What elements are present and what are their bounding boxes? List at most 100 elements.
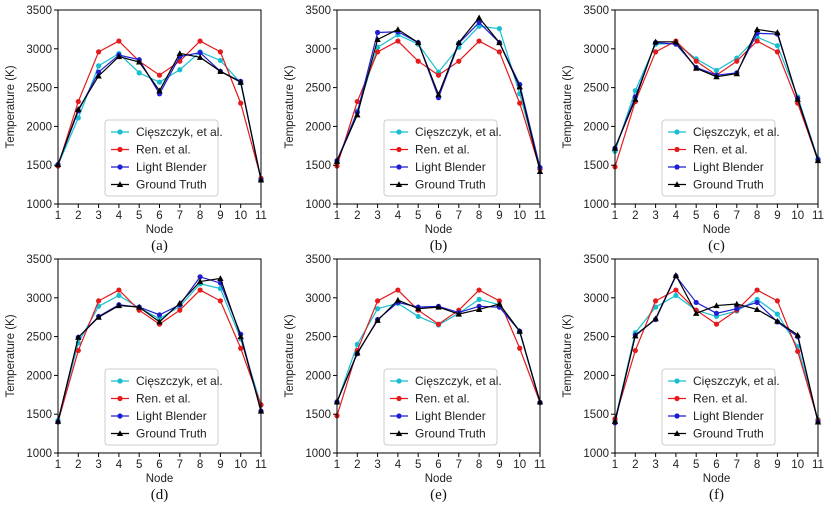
data-point xyxy=(394,296,402,303)
data-point xyxy=(733,70,740,77)
data-point xyxy=(632,96,639,102)
x-tick-label: 4 xyxy=(395,459,402,471)
data-point xyxy=(496,300,503,307)
legend-entry-label: Ren. et al. xyxy=(415,392,470,406)
data-point xyxy=(415,39,422,46)
x-tick-label: 11 xyxy=(534,459,546,471)
y-tick-label: 2000 xyxy=(583,121,609,133)
data-point xyxy=(693,310,700,316)
data-point xyxy=(713,310,720,316)
data-point xyxy=(713,321,720,327)
data-point xyxy=(517,345,523,351)
x-axis-label: Node xyxy=(425,473,453,485)
x-tick-label: 2 xyxy=(632,210,638,222)
data-point xyxy=(455,310,462,317)
x-tick-label: 3 xyxy=(374,210,380,222)
data-point xyxy=(496,49,502,55)
data-point xyxy=(693,299,699,306)
x-tick-label: 1 xyxy=(334,459,340,471)
x-tick-label: 7 xyxy=(456,459,462,471)
data-point xyxy=(375,49,381,55)
x-tick-label: 11 xyxy=(255,210,267,222)
legend-box xyxy=(104,368,219,446)
x-tick-label: 11 xyxy=(812,459,824,471)
data-point xyxy=(415,313,421,320)
y-tick-label: 2000 xyxy=(305,121,331,133)
data-point xyxy=(673,287,679,293)
x-tick-label: 8 xyxy=(754,210,760,222)
data-point xyxy=(754,299,760,306)
legend-swatch-marker xyxy=(116,181,124,188)
x-tick-label: 4 xyxy=(116,459,123,471)
chart-panel-2: 1 2 3 4 5 6 7 8 9 10 11 1000 1500 2000 2500 3000 3500 Nod… xyxy=(284,5,546,254)
data-point xyxy=(653,298,659,304)
x-tick-label: 10 xyxy=(791,210,804,222)
y-tick-label: 3000 xyxy=(26,44,52,56)
data-point xyxy=(217,57,223,64)
y-tick-label: 3500 xyxy=(583,254,609,266)
data-point xyxy=(774,311,781,317)
y-tick-label: 1500 xyxy=(305,160,331,172)
data-point xyxy=(237,78,244,85)
y-tick-label: 2500 xyxy=(26,332,52,344)
data-point xyxy=(96,49,102,55)
data-point xyxy=(354,111,361,118)
y-tick-label: 1500 xyxy=(26,160,52,172)
data-point xyxy=(653,304,659,310)
legend-entry-label: Ground Truth xyxy=(415,427,486,441)
legend-swatch-marker xyxy=(395,181,403,188)
x-tick-label: 4 xyxy=(673,459,680,471)
legend-entry-label: Ren. et al. xyxy=(136,392,191,406)
legend-swatch-marker xyxy=(396,378,402,384)
x-tick-label: 8 xyxy=(476,459,482,471)
data-point xyxy=(672,38,680,45)
legend-swatch-marker xyxy=(117,129,123,135)
data-point xyxy=(238,100,244,106)
data-point xyxy=(217,49,223,55)
legend-swatch-marker xyxy=(117,378,123,384)
data-point xyxy=(156,312,163,318)
x-tick-label: 3 xyxy=(374,459,380,471)
chart-panel-5: 1 2 3 4 5 6 7 8 9 10 11 1000 1500 2000 2500 3000 3500 Nod… xyxy=(284,254,546,503)
data-point xyxy=(475,14,483,21)
y-tick-label: 2000 xyxy=(583,370,609,382)
legend-entry-label: Ground Truth xyxy=(693,178,764,192)
data-point xyxy=(95,314,102,320)
x-tick-label: 11 xyxy=(812,210,824,222)
legend-entry-label: Light Blender xyxy=(693,160,764,174)
chart-panel-6: 1 2 3 4 5 6 7 8 9 10 11 1000 1500 2000 2500 3000 3500 Nod… xyxy=(562,254,824,503)
legend-entry-label: Ground Truth xyxy=(136,178,207,192)
chart-panel-3: 1 2 3 4 5 6 7 8 9 10 11 1000 1500 2000 2500 3000 3500 Nod… xyxy=(562,5,824,254)
x-tick-label: 9 xyxy=(774,459,780,471)
legend-swatch-marker xyxy=(117,413,123,419)
x-tick-label: 7 xyxy=(177,210,183,222)
data-point xyxy=(653,49,659,55)
y-axis-label: Temperature (K) xyxy=(5,65,17,148)
data-point xyxy=(496,26,502,32)
legend-swatch-marker xyxy=(116,430,124,437)
data-point xyxy=(734,306,740,312)
y-tick-label: 3500 xyxy=(583,5,609,17)
data-point xyxy=(517,100,523,106)
x-tick-label: 1 xyxy=(612,459,618,471)
legend-entry-label: Cięszczyk, et al. xyxy=(693,125,780,139)
data-point xyxy=(733,300,740,307)
x-tick-label: 9 xyxy=(774,210,780,222)
data-point xyxy=(96,298,102,304)
panel-caption: (b) xyxy=(430,238,448,254)
x-tick-label: 6 xyxy=(713,459,719,471)
x-tick-label: 4 xyxy=(116,210,123,222)
y-tick-label: 3000 xyxy=(26,293,52,305)
y-tick-label: 1000 xyxy=(26,199,52,211)
data-point xyxy=(774,29,781,36)
legend: Cięszczyk, et al. Ren. et al. Light Blende… xyxy=(383,368,502,446)
data-point xyxy=(516,327,523,334)
x-tick-label: 2 xyxy=(75,459,81,471)
legend-swatch-marker xyxy=(396,413,402,419)
data-point xyxy=(374,36,381,43)
data-point xyxy=(136,70,142,76)
panel-caption: (a) xyxy=(151,238,168,254)
y-tick-label: 2000 xyxy=(305,370,331,382)
data-point xyxy=(435,321,442,327)
